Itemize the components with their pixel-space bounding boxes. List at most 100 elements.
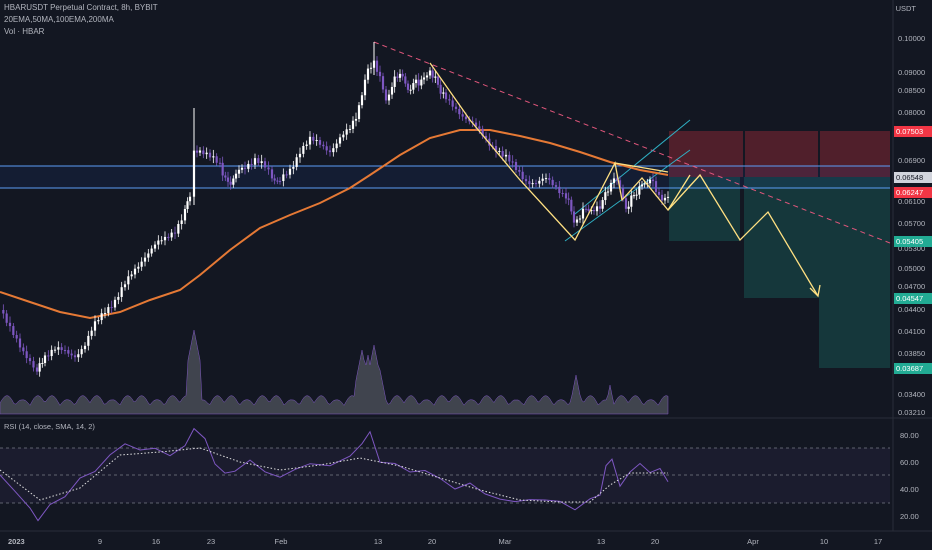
ma-legend[interactable]: 20EMA,50MA,100EMA,200MA <box>4 15 114 24</box>
candle-body <box>354 118 358 121</box>
candle-body <box>137 266 140 269</box>
price-tick-label: 0.05300 <box>898 244 925 253</box>
stop-loss-zone[interactable] <box>669 131 890 177</box>
target-zone-3[interactable] <box>819 177 890 368</box>
rsi-line[interactable] <box>0 427 669 522</box>
price-level-label: 0.04547 <box>894 293 932 304</box>
price-level-label: 0.03687 <box>894 363 932 374</box>
candle-body <box>5 313 8 323</box>
candle-body <box>528 181 531 185</box>
candle-body <box>558 186 561 194</box>
candle-body <box>57 347 60 350</box>
candle-body <box>570 199 573 212</box>
candle-body <box>609 182 613 192</box>
time-tick-label: 23 <box>207 537 215 546</box>
candle-body <box>657 191 661 195</box>
candle-body <box>635 194 638 196</box>
candle-body <box>226 177 230 182</box>
candle-body <box>188 196 192 202</box>
time-axis[interactable]: 2023 9 16 23 Feb 13 20 Mar 13 20 Apr 10 17 <box>8 537 882 546</box>
price-axis[interactable]: 0.10000 0.09000 0.08500 0.08000 0.06900 0.061… <box>898 34 925 417</box>
volume-legend[interactable]: Vol · HBAR <box>4 27 45 36</box>
candle-body <box>80 349 83 355</box>
candle-body <box>12 326 15 336</box>
price-tick-label: 0.03850 <box>898 349 925 358</box>
price-unit: USDT <box>895 4 916 13</box>
candle-body <box>458 108 461 115</box>
candle-body <box>130 274 133 277</box>
price-tick-label: 0.06900 <box>898 156 925 165</box>
candle-body <box>173 232 177 234</box>
volume-area <box>0 329 669 415</box>
candle-body <box>153 244 157 249</box>
candle-body <box>630 195 633 207</box>
candle-body <box>147 253 150 258</box>
candle-body <box>103 313 107 315</box>
descending-trendline[interactable] <box>373 41 891 244</box>
candle-body <box>288 168 292 175</box>
candle-body <box>22 347 25 352</box>
pattern-connector[interactable] <box>614 162 669 173</box>
price-tick-label: 0.10000 <box>898 34 925 43</box>
rsi-tick-label: 40.00 <box>900 485 919 494</box>
candle-body <box>567 198 570 200</box>
candle-body <box>273 178 276 181</box>
candle-body <box>551 179 554 186</box>
candle-body <box>511 161 514 163</box>
candle-body <box>73 355 77 358</box>
candle-body <box>267 167 270 170</box>
candle-body <box>578 218 582 220</box>
candle-body <box>396 76 399 78</box>
candle-body <box>163 236 167 241</box>
price-tick-label: 0.09000 <box>898 68 925 77</box>
candle-body <box>601 200 604 209</box>
candle-body <box>143 257 147 262</box>
channel-lower-line[interactable] <box>564 149 691 242</box>
candle-body <box>198 150 202 153</box>
candle-body <box>247 163 250 169</box>
candlestick-series[interactable] <box>2 42 670 377</box>
candle-body <box>444 92 448 100</box>
candle-body <box>612 178 616 183</box>
rsi-sma-line[interactable] <box>0 447 668 503</box>
candle-body <box>417 79 420 86</box>
candle-body <box>598 206 602 209</box>
rsi-legend[interactable]: RSI (14, close, SMA, 14, 2) <box>4 422 95 431</box>
price-tick-label: 0.05700 <box>898 219 925 228</box>
rsi-axis[interactable]: 80.00 60.00 40.00 20.00 <box>900 431 919 521</box>
candle-body <box>53 349 57 351</box>
candle-body <box>406 83 410 90</box>
ema-100-line[interactable] <box>0 129 669 320</box>
price-tick-label: 0.03210 <box>898 408 925 417</box>
candle-body <box>177 224 180 234</box>
candle-body <box>595 206 599 212</box>
candle-body <box>43 355 47 364</box>
projection-path[interactable] <box>667 173 819 297</box>
candle-body <box>606 191 610 193</box>
time-tick-label: 16 <box>152 537 160 546</box>
symbol-legend[interactable]: HBARUSDT Perpetual Contract, 8h, BYBIT <box>4 3 158 12</box>
rsi-band <box>0 448 890 503</box>
candle-body <box>498 150 501 153</box>
time-tick-label: Apr <box>747 537 759 546</box>
candle-body <box>15 335 18 339</box>
candle-body <box>83 345 87 350</box>
candle-body <box>531 183 534 185</box>
candle-body <box>278 180 282 182</box>
candle-body <box>439 84 442 94</box>
candle-body <box>572 211 576 223</box>
candle-body <box>654 181 658 192</box>
candle-body <box>332 148 335 153</box>
candle-body <box>180 220 183 225</box>
candle-body <box>375 60 379 72</box>
candle-body <box>468 119 471 122</box>
candle-body <box>640 184 644 187</box>
price-level-label: 0.06548 <box>894 172 932 183</box>
candle-body <box>325 146 328 151</box>
candle-body <box>541 178 544 181</box>
candle-body <box>425 75 429 78</box>
candle-body <box>345 129 348 135</box>
candle-body <box>369 67 373 69</box>
